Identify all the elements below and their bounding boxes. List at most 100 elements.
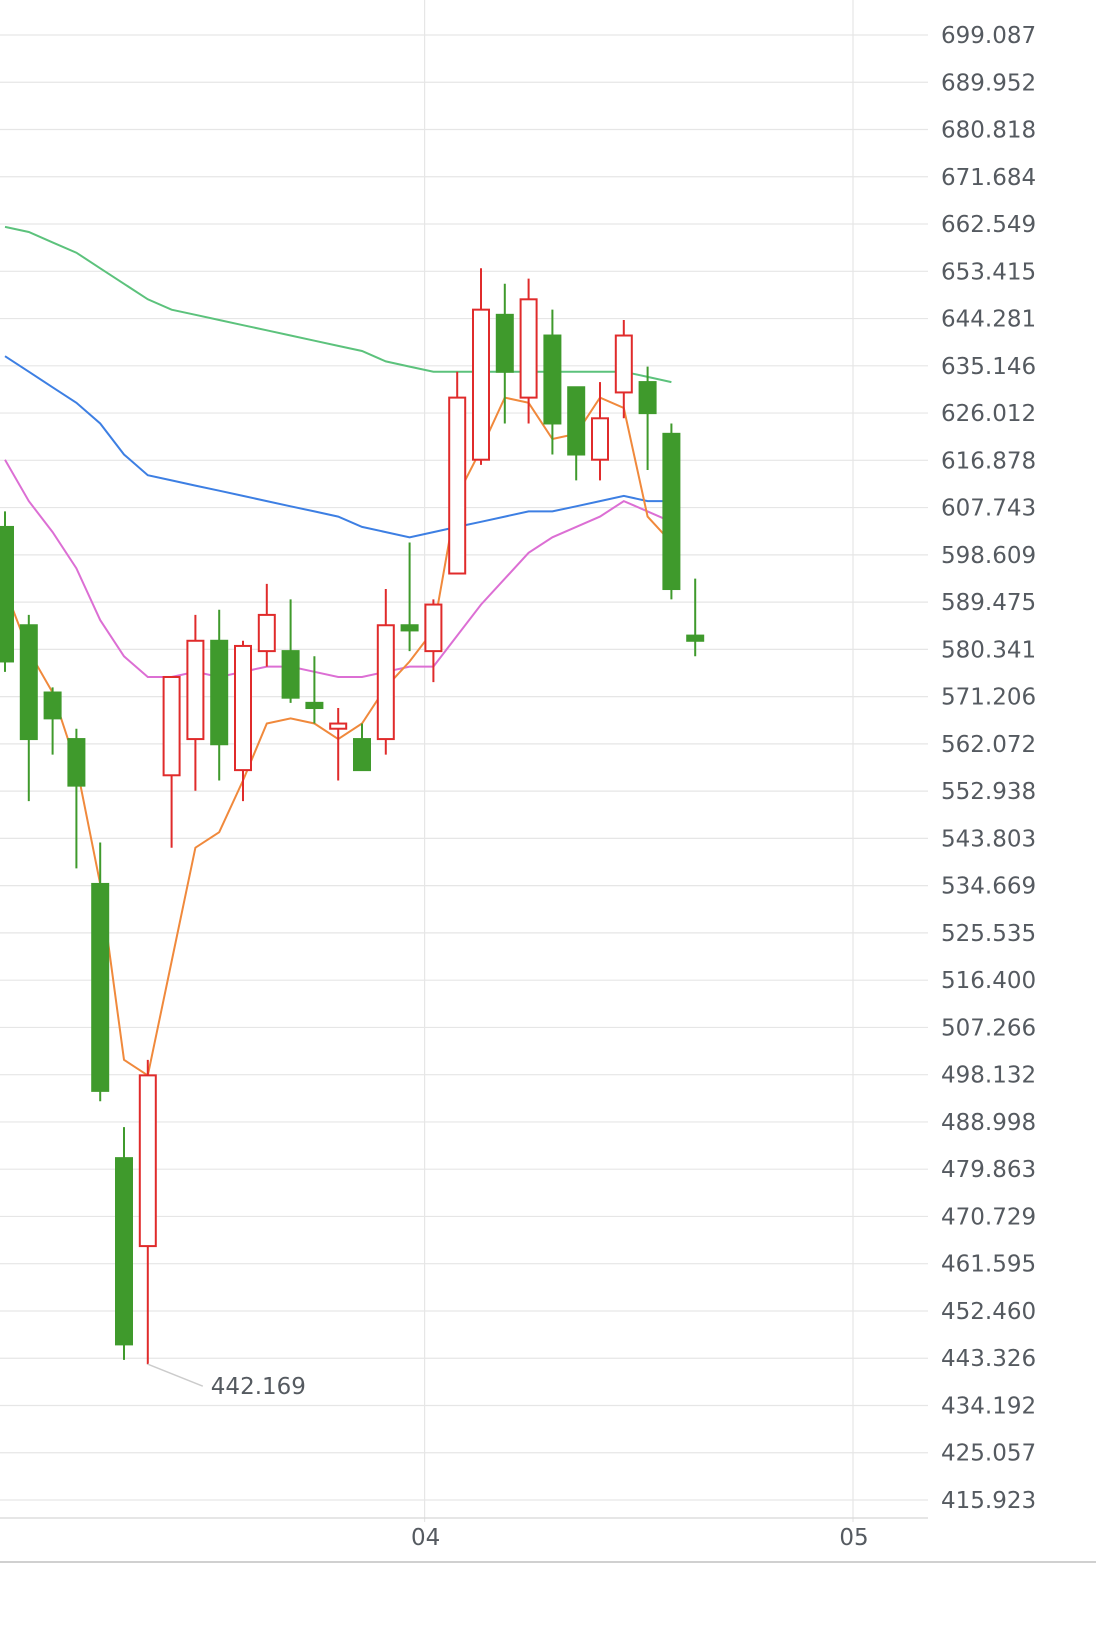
x-tick-label: 05 [839, 1525, 868, 1551]
y-tick-label: 498.132 [941, 1063, 1036, 1089]
y-tick-label: 516.400 [941, 968, 1036, 994]
candle-body [329, 722, 348, 730]
candle-body [614, 334, 633, 394]
candle-body [424, 603, 443, 653]
candle-down [495, 283, 514, 424]
candle-body [543, 334, 562, 425]
y-tick-label: 425.057 [941, 1441, 1036, 1467]
min-price-label: 442.169 [211, 1374, 306, 1400]
y-tick-label: 562.072 [941, 732, 1036, 758]
candle-down [353, 723, 371, 772]
candle-down [19, 614, 38, 802]
candle-body [662, 432, 681, 591]
y-tick-label: 616.878 [941, 448, 1036, 474]
y-tick-label: 534.669 [941, 874, 1036, 900]
y-tick-label: 607.743 [941, 496, 1036, 522]
candle-up [376, 589, 395, 755]
candle-body [638, 381, 657, 415]
candle-body [0, 525, 14, 663]
y-tick-label: 525.535 [941, 921, 1036, 947]
y-tick-label: 507.266 [941, 1015, 1036, 1041]
y-tick-label: 589.475 [941, 590, 1036, 616]
candle-down [305, 656, 324, 724]
x-tick-label: 04 [411, 1525, 440, 1551]
candle-up [519, 278, 538, 424]
candle-body [67, 738, 86, 787]
y-tick-label: 452.460 [941, 1299, 1036, 1325]
candle-body [400, 624, 419, 632]
candle-body [234, 644, 252, 772]
grid-lines [0, 0, 1096, 1563]
candle-up [472, 268, 490, 465]
y-tick-label: 644.281 [941, 307, 1036, 333]
y-tick-label: 552.938 [941, 779, 1036, 805]
candle-up [162, 675, 181, 848]
candle-down [638, 366, 657, 471]
y-axis: 699.087 689.952 680.818 671.684 662.549 653.4… [941, 23, 1036, 1514]
y-tick-label: 461.595 [941, 1252, 1036, 1278]
y-tick-label: 598.609 [941, 543, 1036, 569]
candle-down [567, 386, 586, 481]
y-tick-label: 662.549 [941, 212, 1036, 238]
candle-up [448, 371, 467, 575]
y-tick-label: 543.803 [941, 826, 1036, 852]
x-axis: 04 05 [411, 1525, 869, 1551]
ma-slow-line [4, 355, 672, 539]
candle-up [591, 382, 609, 481]
y-tick-label: 626.012 [941, 401, 1036, 427]
candle-up [138, 1059, 157, 1365]
candle-body [353, 738, 371, 772]
candle-body [43, 691, 62, 720]
candle-body [162, 675, 181, 777]
candle-up [257, 583, 276, 667]
candle-body [115, 1157, 133, 1346]
candles [0, 268, 705, 1365]
y-tick-label: 680.818 [941, 118, 1036, 144]
candle-body [210, 639, 229, 746]
candle-up [424, 599, 443, 683]
candle-down [67, 728, 86, 869]
y-tick-label: 580.341 [941, 637, 1036, 663]
candle-body [591, 417, 609, 461]
candle-body [281, 650, 300, 699]
candle-body [686, 634, 705, 642]
candle-up [329, 708, 348, 781]
y-tick-label: 434.192 [941, 1393, 1036, 1419]
y-tick-label: 689.952 [941, 70, 1036, 96]
y-tick-label: 470.729 [941, 1204, 1036, 1230]
candle-body [138, 1074, 157, 1248]
candle-body [257, 613, 276, 653]
y-tick-label: 443.326 [941, 1346, 1036, 1372]
candle-down [543, 309, 562, 455]
candle-body [519, 298, 538, 399]
candle-body [19, 624, 38, 741]
y-tick-label: 479.863 [941, 1157, 1036, 1183]
y-tick-label: 671.684 [941, 165, 1036, 191]
y-tick-label: 571.206 [941, 685, 1036, 711]
min-leader-line [147, 1363, 204, 1387]
candle-up [186, 614, 205, 791]
candle-body [305, 701, 324, 710]
candle-down [91, 842, 110, 1102]
y-tick-label: 699.087 [941, 23, 1036, 49]
candle-down [686, 578, 705, 657]
ma-mid-line [4, 459, 672, 679]
candle-down [210, 609, 229, 781]
candle-up [614, 320, 633, 419]
candle-down [115, 1127, 133, 1360]
y-tick-label: 415.923 [941, 1488, 1036, 1514]
candle-down [281, 599, 300, 703]
candle-body [448, 396, 467, 575]
min-price-marker: 442.169 [147, 1363, 306, 1400]
candle-body [186, 639, 205, 741]
candle-body [376, 624, 395, 741]
candle-up [234, 640, 252, 802]
y-tick-label: 653.415 [941, 259, 1036, 285]
candle-body [567, 386, 586, 456]
y-tick-label: 635.146 [941, 354, 1036, 380]
y-tick-label: 488.998 [941, 1110, 1036, 1136]
ma-long-line [4, 225, 672, 384]
candle-down [43, 687, 62, 755]
candle-body [495, 313, 514, 373]
